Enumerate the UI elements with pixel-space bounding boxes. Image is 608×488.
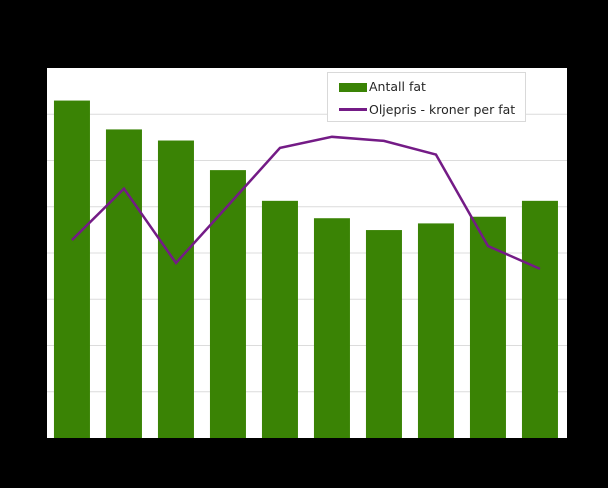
legend-item-oljepris: Oljepris - kroner per fat xyxy=(339,99,525,121)
legend-item-antall-fat: Antall fat xyxy=(339,76,525,98)
legend-label: Antall fat xyxy=(369,79,426,94)
bar xyxy=(157,140,194,438)
bar xyxy=(209,170,246,438)
price-line xyxy=(71,135,541,271)
bar xyxy=(313,218,350,438)
bar xyxy=(521,200,558,438)
bar xyxy=(469,216,506,438)
bar xyxy=(417,223,454,438)
line-swatch-icon xyxy=(339,108,367,112)
chart-canvas xyxy=(47,100,567,438)
legend: Antall fat Oljepris - kroner per fat xyxy=(327,72,526,122)
bar xyxy=(365,230,402,438)
plot-area: Antall fat Oljepris - kroner per fat xyxy=(47,68,567,438)
bar xyxy=(105,129,142,438)
bar-swatch-icon xyxy=(339,82,367,92)
legend-label: Oljepris - kroner per fat xyxy=(369,101,516,117)
bar xyxy=(53,100,90,438)
bar xyxy=(261,200,298,438)
